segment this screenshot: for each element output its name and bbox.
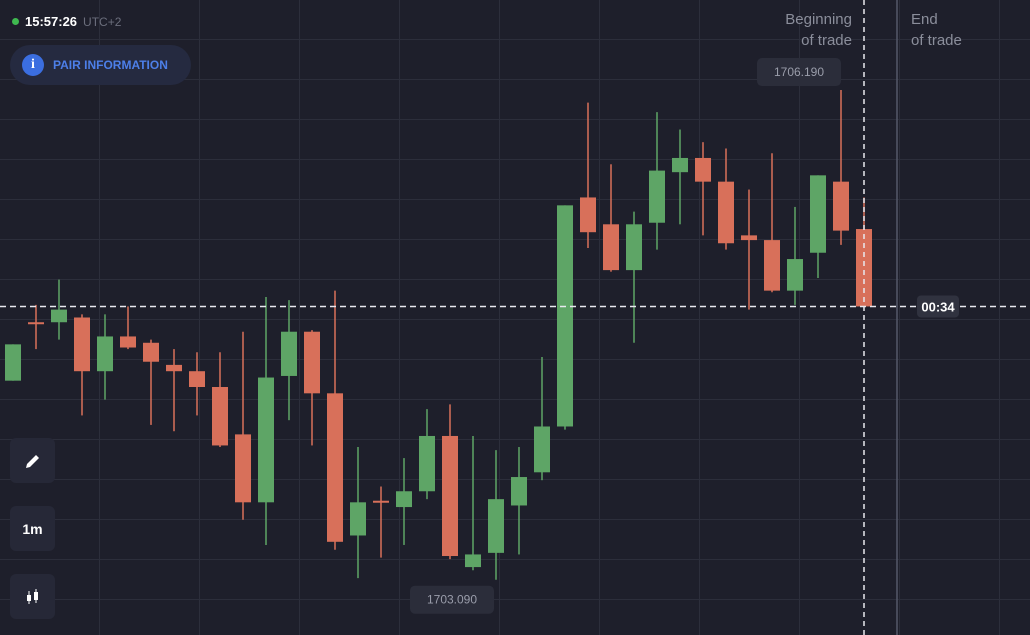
candle-body (120, 336, 136, 348)
pair-info-button[interactable]: i PAIR INFORMATION (10, 45, 191, 85)
candle-body (189, 371, 205, 388)
candle-body (856, 229, 872, 307)
beginning-label: of trade (801, 32, 852, 49)
candle-icon (26, 588, 38, 604)
price-label-box (410, 585, 494, 614)
candle-body (626, 224, 642, 271)
status-dot (12, 18, 19, 25)
candle-body (534, 426, 550, 473)
timer: 00:34 (921, 299, 955, 314)
candle-body (557, 205, 573, 427)
candle-body (741, 235, 757, 241)
beginning-label: Beginning (785, 11, 852, 28)
price-label: 1703.090 (427, 593, 477, 607)
candle-body (166, 364, 182, 372)
candle-body (580, 197, 596, 233)
candle-body (764, 240, 780, 291)
candle-body (373, 500, 389, 503)
info-icon: i (22, 54, 44, 76)
candle-body (488, 499, 504, 553)
draw-tool-button[interactable] (10, 438, 55, 483)
candle-body (97, 336, 113, 372)
end-label: of trade (911, 32, 962, 49)
end-label: End (911, 11, 938, 28)
candle-body (235, 434, 251, 503)
time: 15:57:26 (25, 14, 78, 29)
candle-body (28, 322, 44, 325)
timeframe-label: 1m (22, 520, 43, 537)
price-label: 1706.190 (774, 65, 824, 79)
candle-body (511, 477, 527, 506)
price-label-box (757, 58, 841, 87)
candle-body (419, 435, 435, 492)
candle-body (672, 157, 688, 173)
pair-info-label: PAIR INFORMATION (53, 58, 168, 72)
candle-body (649, 170, 665, 223)
candle-body (465, 554, 481, 568)
candle-body (442, 435, 458, 557)
candle-body (603, 224, 619, 271)
candle-body (74, 317, 90, 372)
candle-body (350, 502, 366, 536)
candle-body (810, 175, 826, 253)
candle-body (718, 181, 734, 244)
candle-body (304, 331, 320, 394)
timeframe-button[interactable]: 1m (10, 506, 55, 551)
candle-body (396, 491, 412, 508)
chart-type-button[interactable] (10, 574, 55, 619)
candle-body (143, 342, 159, 362)
candle-body (5, 344, 21, 381)
candle-body (787, 259, 803, 291)
candle-body (212, 387, 228, 446)
pencil-icon (25, 454, 39, 468)
candle-body (327, 393, 343, 542)
candle-body (51, 309, 67, 323)
candle-body (281, 331, 297, 376)
candle-body (695, 157, 711, 182)
candle-body (833, 181, 849, 231)
candle-body (258, 377, 274, 503)
clock: 15:57:26 UTC+2 (12, 14, 121, 29)
timer-box (917, 295, 959, 318)
timezone: UTC+2 (83, 14, 122, 29)
